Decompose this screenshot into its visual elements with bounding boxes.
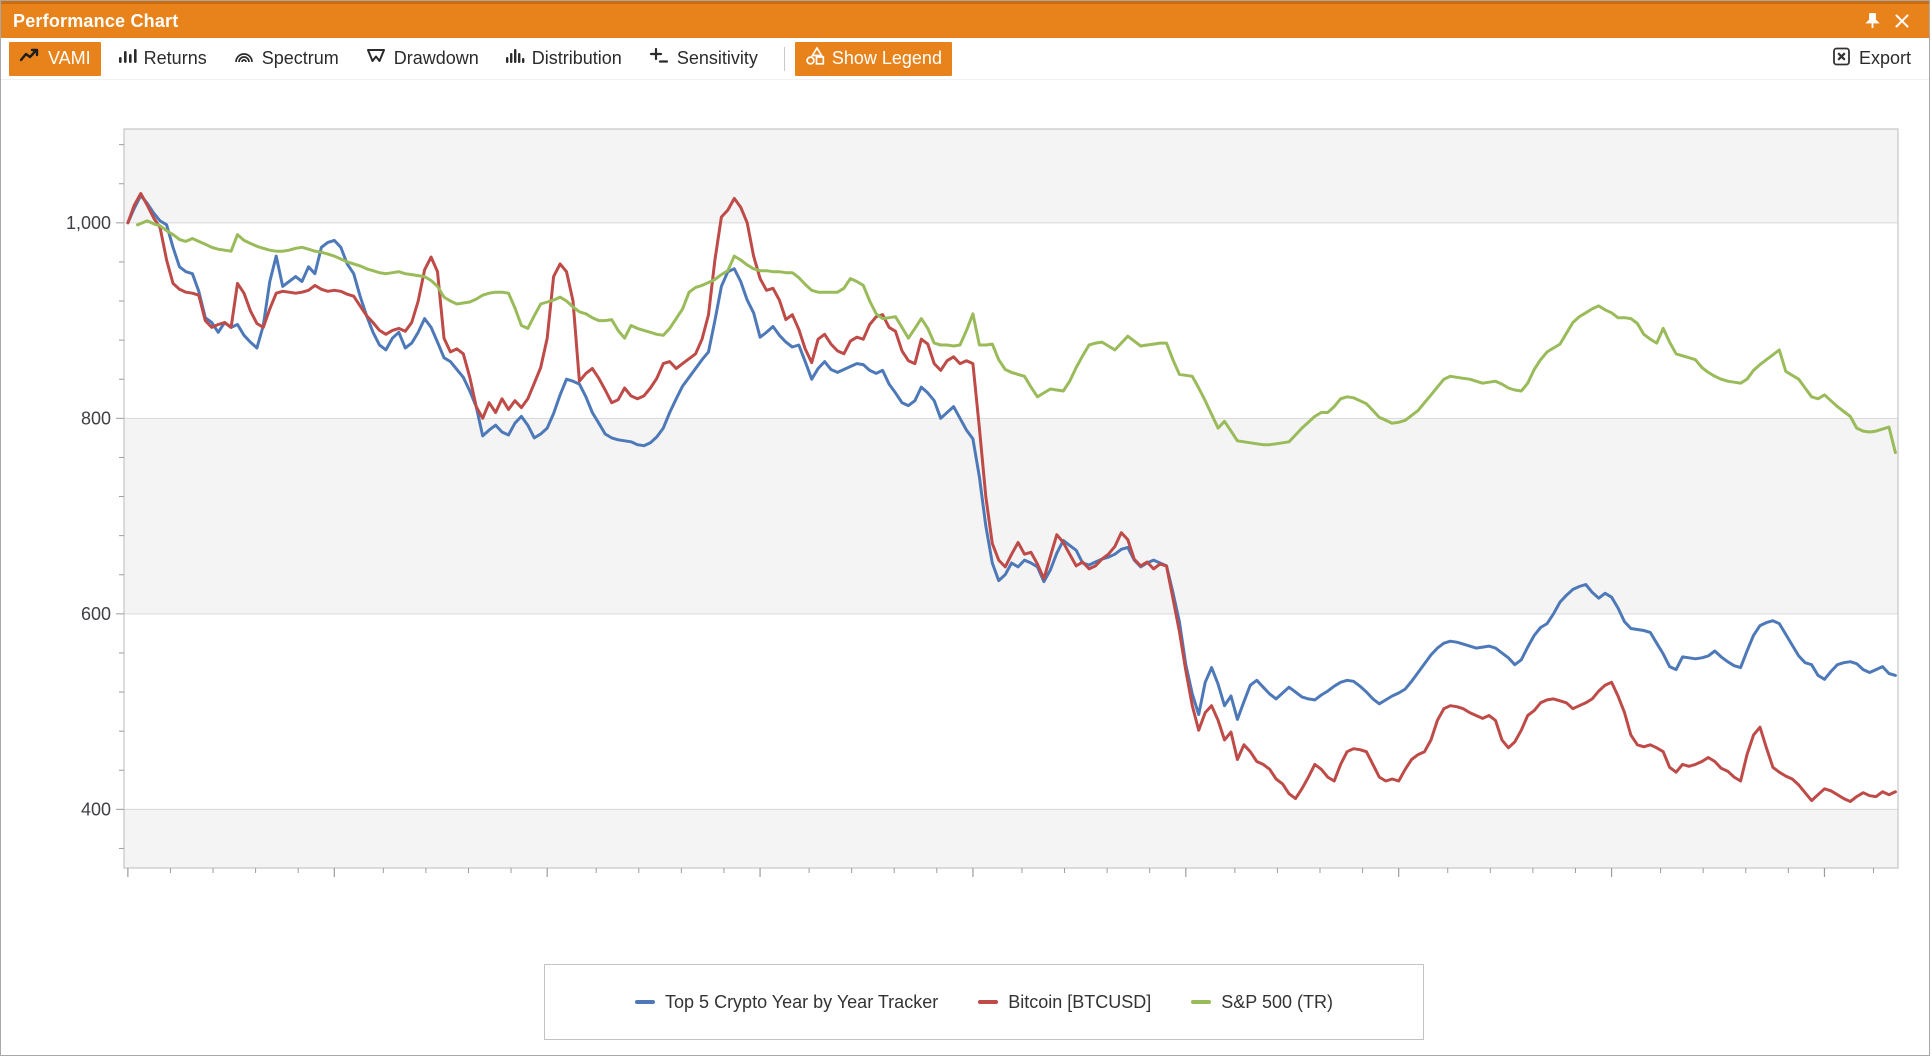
trend-line-icon xyxy=(19,47,41,70)
window-title: Performance Chart xyxy=(13,10,179,31)
legend-dash xyxy=(978,1000,999,1004)
plot-band xyxy=(124,418,1898,614)
tab-distribution[interactable]: Distribution xyxy=(495,42,632,76)
sensitivity-icon xyxy=(648,47,670,70)
chart-area: 4006008001,0002021-12-312022-02-012022-0… xyxy=(1,80,1929,1055)
legend-item[interactable]: S&P 500 (TR) xyxy=(1191,992,1333,1013)
legend-item[interactable]: Bitcoin [BTCUSD] xyxy=(978,992,1151,1013)
plot-border xyxy=(123,128,1899,869)
export-label: Export xyxy=(1858,48,1911,68)
close-icon[interactable] xyxy=(1887,8,1917,34)
spectrum-icon xyxy=(233,47,255,70)
legend-label: S&P 500 (TR) xyxy=(1221,991,1333,1012)
drawdown-icon xyxy=(365,47,387,70)
shapes-icon xyxy=(805,46,825,71)
show-legend-toggle[interactable]: Show Legend xyxy=(794,41,952,76)
tab-label: Spectrum xyxy=(261,48,339,68)
tab-spectrum[interactable]: Spectrum xyxy=(223,42,349,76)
toolbar-separator xyxy=(783,46,785,71)
tab-sensitivity[interactable]: Sensitivity xyxy=(638,42,768,76)
tab-label: VAMI xyxy=(48,48,91,68)
plot-band xyxy=(124,129,1898,223)
tab-label: Distribution xyxy=(531,48,622,68)
y-axis-label: 400 xyxy=(81,799,111,819)
show-legend-label: Show Legend xyxy=(831,48,942,68)
chart-legend: Top 5 Crypto Year by Year Tracker Bitcoin… xyxy=(544,964,1424,1040)
tab-vami[interactable]: VAMI xyxy=(9,41,101,76)
chart-toolbar: VAMI Returns Spectrum Drawdown Distribution S… xyxy=(1,38,1929,80)
plot-band xyxy=(124,809,1898,868)
y-axis-label: 1,000 xyxy=(66,213,111,233)
series-line-bitcoin-btcusd-[interactable] xyxy=(126,192,1897,803)
series-line-s-p-500-tr-[interactable] xyxy=(136,219,1897,455)
legend-dash xyxy=(1191,1000,1212,1004)
legend-item[interactable]: Top 5 Crypto Year by Year Tracker xyxy=(635,992,938,1013)
legend-label: Top 5 Crypto Year by Year Tracker xyxy=(665,991,939,1012)
y-axis-label: 800 xyxy=(81,408,111,428)
series-line-top-5-crypto-year-by-year-tracker[interactable] xyxy=(126,194,1897,721)
legend-dash xyxy=(635,1000,656,1004)
vami-line-chart[interactable]: 4006008001,0002021-12-312022-02-012022-0… xyxy=(1,80,1932,880)
tab-label: Returns xyxy=(143,48,207,68)
y-axis-label: 600 xyxy=(81,604,111,624)
legend-label: Bitcoin [BTCUSD] xyxy=(1008,991,1152,1012)
title-bar: Performance Chart xyxy=(1,1,1929,38)
tab-returns[interactable]: Returns xyxy=(107,42,217,76)
distribution-icon xyxy=(505,47,525,70)
tab-label: Sensitivity xyxy=(676,48,758,68)
tab-label: Drawdown xyxy=(393,48,479,68)
export-excel-icon xyxy=(1831,46,1852,72)
export-button[interactable]: Export xyxy=(1821,42,1921,76)
bar-chart-icon xyxy=(117,47,137,70)
tab-drawdown[interactable]: Drawdown xyxy=(355,42,489,76)
pin-icon[interactable] xyxy=(1857,8,1887,34)
